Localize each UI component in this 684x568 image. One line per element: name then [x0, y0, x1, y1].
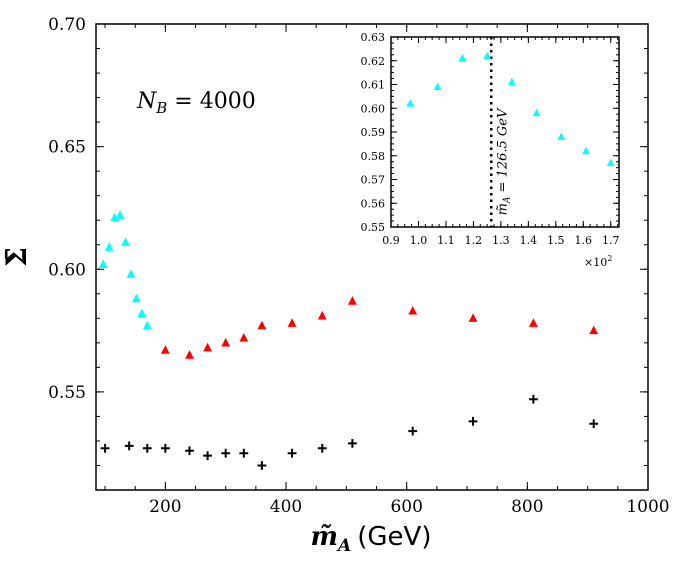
- y-axis-title: Σ̄: [0, 247, 33, 267]
- x-axis-symbol: m̃: [311, 522, 339, 552]
- x-tick-label: 1.5: [547, 234, 565, 247]
- y-tick-label: 0.60: [48, 260, 86, 280]
- baseline-point: [347, 439, 357, 448]
- heavy-region-point: [257, 320, 267, 330]
- x-tick-label: 400: [270, 497, 302, 517]
- light-region-zoom-point: [483, 51, 491, 60]
- x-tick-label: 200: [149, 497, 181, 517]
- main-ticks: 200 400 600 800 1000 0.55 0.60 0.65 0.70: [48, 15, 669, 517]
- inset-points: [406, 51, 615, 167]
- baseline-point: [124, 441, 134, 451]
- baseline-point: [185, 446, 194, 456]
- light-region-point: [132, 293, 141, 303]
- light-region-zoom-point: [532, 108, 541, 117]
- inset-ticks: 0.9 1.0 1.1 1.2 1.3 1.4 1.5 1.6 1.7 0.55 0.56 0.57 0…: [361, 31, 620, 247]
- y-tick-label: 0.60: [361, 102, 386, 115]
- annotation-value: = 4000: [167, 89, 255, 114]
- main-points: [98, 210, 599, 470]
- baseline-point: [408, 426, 418, 436]
- baseline-point: [589, 419, 599, 429]
- inset-frame: [390, 36, 620, 228]
- x-axis-title: m̃A (GeV): [311, 522, 432, 556]
- baseline-point: [468, 416, 478, 426]
- baseline-point: [317, 443, 327, 453]
- light-region-zoom-point: [582, 146, 590, 155]
- baseline-point: [239, 448, 249, 458]
- inset-ref-value: = 126.5 GeV: [495, 107, 510, 197]
- y-tick-label: 0.65: [48, 138, 86, 158]
- heavy-region-point: [185, 350, 194, 359]
- y-tick-label: 0.57: [361, 174, 386, 187]
- y-tick-label: 0.63: [361, 31, 386, 44]
- baseline-point: [257, 461, 267, 470]
- x-tick-label: 1.6: [575, 234, 593, 247]
- light-region-zoom-point: [508, 77, 516, 86]
- y-tick-label: 0.55: [361, 221, 386, 234]
- heavy-region-point: [347, 296, 357, 305]
- y-tick-label: 0.61: [361, 79, 386, 92]
- light-region-point: [142, 320, 152, 330]
- inset-multiplier-exponent: 2: [607, 254, 612, 263]
- y-tick-label: 0.70: [48, 15, 86, 35]
- light-region-zoom-point: [433, 82, 442, 91]
- y-tick-label: 0.56: [361, 197, 386, 210]
- light-region-point: [104, 242, 114, 251]
- baseline-point: [221, 448, 231, 458]
- inset-x-multiplier: ×102: [584, 254, 612, 269]
- heavy-region-point: [468, 313, 478, 322]
- heavy-region-point: [408, 305, 418, 315]
- light-region-zoom-point: [557, 132, 566, 140]
- x-tick-label: 1.3: [492, 234, 510, 247]
- baseline-point: [287, 448, 297, 458]
- heavy-region-point: [287, 318, 297, 327]
- inset-multiplier-base: ×10: [584, 256, 607, 269]
- heavy-region-point: [528, 318, 538, 327]
- main-plot-frame: [95, 23, 649, 491]
- light-region-point: [98, 259, 108, 268]
- light-region-point: [115, 210, 125, 219]
- baseline-point: [160, 443, 170, 453]
- x-tick-label: 1.7: [602, 234, 620, 247]
- y-tick-label: 0.59: [361, 126, 386, 139]
- y-tick-label: 0.62: [361, 55, 386, 68]
- annotation-subscript: B: [155, 99, 167, 117]
- x-tick-label: 1000: [626, 497, 669, 517]
- x-tick-label: 800: [511, 497, 543, 517]
- baseline-point: [100, 443, 110, 453]
- heavy-region-point: [317, 310, 327, 320]
- heavy-region-point: [239, 332, 249, 342]
- light-region-point: [110, 212, 120, 222]
- heavy-region-point: [221, 337, 231, 347]
- baseline-point: [528, 394, 538, 404]
- heavy-region-point: [203, 342, 213, 352]
- heavy-region-point: [589, 325, 599, 335]
- x-axis-units: (GeV): [357, 522, 431, 552]
- inset-reference-label: m̃A = 126.5 GeV: [495, 107, 512, 215]
- heavy-region-point: [160, 345, 170, 354]
- light-region-zoom-point: [406, 99, 415, 107]
- x-axis-subscript: A: [336, 536, 351, 556]
- annotation-symbol: N: [136, 89, 157, 114]
- y-tick-label: 0.58: [361, 150, 386, 163]
- baseline-point: [203, 451, 213, 461]
- sample-size-annotation: NB = 4000: [136, 89, 256, 117]
- x-tick-label: 1.4: [520, 234, 538, 247]
- inset-background: [391, 37, 619, 227]
- light-region-point: [121, 237, 130, 246]
- baseline-point: [142, 443, 152, 453]
- y-tick-label: 0.55: [48, 383, 86, 403]
- light-region-point: [126, 269, 136, 278]
- x-tick-label: 1.1: [437, 234, 455, 247]
- inset-ref-symbol: m̃: [495, 203, 510, 215]
- x-tick-label: 0.9: [382, 234, 400, 247]
- inset-ref-subscript: A: [502, 196, 512, 204]
- light-region-point: [137, 308, 147, 318]
- x-tick-label: 1.2: [465, 234, 483, 247]
- x-tick-label: 600: [390, 497, 422, 517]
- light-region-zoom-point: [458, 54, 467, 62]
- light-region-zoom-point: [606, 158, 615, 167]
- x-tick-label: 1.0: [410, 234, 428, 247]
